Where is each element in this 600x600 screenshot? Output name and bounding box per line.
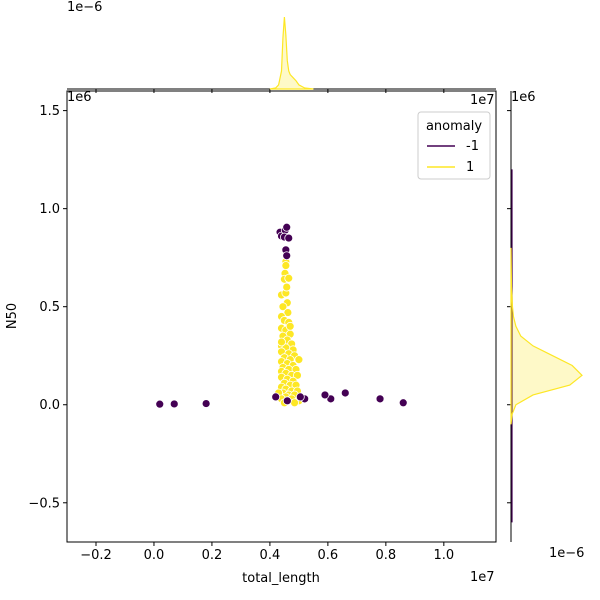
legend-title: anomaly xyxy=(426,119,482,134)
top-marginal-offset-label: 1e−6 xyxy=(67,0,102,15)
x-tick-label: 0.6 xyxy=(318,548,339,563)
right-marginal-axes xyxy=(507,91,583,542)
point-anomaly-neg1 xyxy=(320,390,330,400)
y-tick-label: 0.0 xyxy=(39,398,60,413)
main-axes: −0.2 0.0 0.2 0.4 0.6 0.8 1.0 −0.5 0.0 0.5 1.0 1.5 xyxy=(28,90,497,563)
top-marginal-axes xyxy=(67,16,496,93)
x-tick-label: 1.0 xyxy=(433,548,454,563)
legend-label-1: 1 xyxy=(466,160,474,175)
x-axis-label: total_length xyxy=(242,571,320,586)
point-anomaly-neg1 xyxy=(284,233,294,243)
point-anomaly-neg1 xyxy=(282,251,292,261)
x-offset-label-top: 1e7 xyxy=(470,93,495,108)
x-tick-label: −0.2 xyxy=(80,548,112,563)
legend-label-neg1: -1 xyxy=(466,139,479,154)
point-anomaly-neg1 xyxy=(282,396,292,406)
x-offset-label: 1e7 xyxy=(470,570,495,585)
y-tick-label: 1.0 xyxy=(39,202,60,217)
right-y-offset-label: 1e6 xyxy=(511,90,536,105)
point-anomaly-neg1 xyxy=(271,392,281,402)
plot-frame xyxy=(66,90,497,543)
x-tick-label: 0.4 xyxy=(260,548,281,563)
x-tick-label: 0.8 xyxy=(376,548,397,563)
point-anomaly-1 xyxy=(293,370,302,380)
legend: anomaly -1 1 xyxy=(417,111,491,180)
point-anomaly-1 xyxy=(284,273,294,283)
point-anomaly-1 xyxy=(281,261,291,270)
right-marginal-kde-1 xyxy=(510,247,583,425)
y-axis-label: N50 xyxy=(5,303,20,329)
right-marginal-offset-label: 1e−6 xyxy=(549,546,584,561)
y-tick-label: 1.5 xyxy=(39,104,60,119)
top-marginal-kde-1 xyxy=(269,16,314,90)
x-tick-label: 0.2 xyxy=(202,548,223,563)
point-anomaly-1 xyxy=(294,355,304,365)
x-tick-label: 0.0 xyxy=(144,548,165,563)
point-anomaly-neg1 xyxy=(282,222,292,232)
point-anomaly-neg1 xyxy=(201,399,211,408)
point-anomaly-neg1 xyxy=(375,394,385,404)
point-anomaly-neg1 xyxy=(295,392,305,402)
point-anomaly-1 xyxy=(282,282,292,292)
point-anomaly-neg1 xyxy=(155,399,165,409)
point-anomaly-1 xyxy=(277,337,286,347)
point-anomaly-neg1 xyxy=(340,388,350,398)
y-offset-label: 1e6 xyxy=(67,90,92,105)
point-anomaly-1 xyxy=(283,308,293,317)
point-anomaly-neg1 xyxy=(398,398,408,408)
y-tick-label: 0.5 xyxy=(39,300,60,315)
point-anomaly-1 xyxy=(285,321,295,331)
point-anomaly-1 xyxy=(278,302,288,312)
y-tick-label: −0.5 xyxy=(28,496,60,511)
point-anomaly-neg1 xyxy=(169,399,179,409)
